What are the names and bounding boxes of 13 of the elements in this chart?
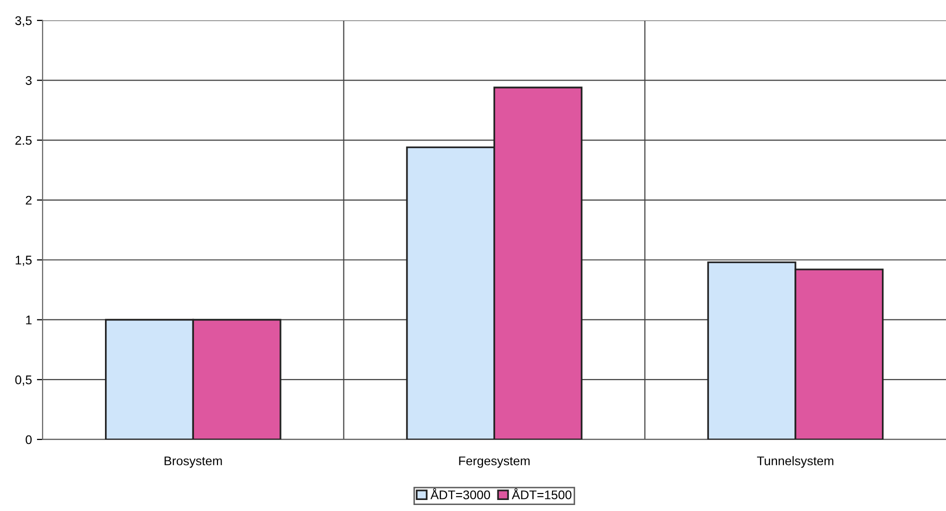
y-tick-label: 3 — [26, 76, 32, 85]
y-tick-label: 3,5 — [15, 16, 32, 27]
x-tick-label: Tunnelsystem — [757, 456, 834, 468]
legend-label: ÅDT=3000 — [430, 488, 490, 500]
x-tick-label: Brosystem — [164, 456, 222, 468]
y-tick-label: 1,5 — [16, 256, 32, 266]
x-tick-label: Fergesystem — [459, 456, 530, 468]
y-tick-label: 2 — [26, 196, 32, 205]
legend-label: ÅDT=1500 — [512, 488, 572, 500]
y-tick-label: 1 — [26, 316, 32, 324]
y-tick-label: 0,5 — [15, 375, 32, 386]
y-tick-label: 2.5 — [15, 136, 32, 145]
y-tick-label: 0 — [26, 435, 32, 444]
